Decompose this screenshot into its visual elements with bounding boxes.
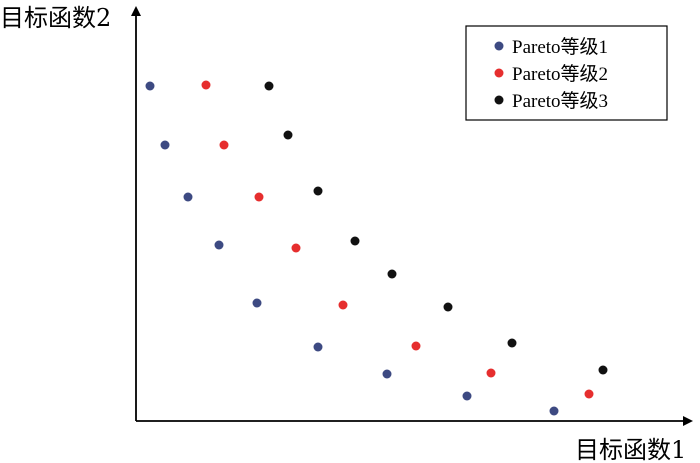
data-point-series2-6 bbox=[411, 341, 421, 351]
data-point-series1-7 bbox=[382, 369, 392, 379]
data-point-series1-1 bbox=[145, 81, 155, 91]
x-axis-label: 目标函数1 bbox=[575, 436, 686, 463]
data-point-series1-4 bbox=[214, 240, 224, 250]
legend-marker-1 bbox=[494, 41, 504, 51]
legend-label-1: Pareto等级1 bbox=[512, 36, 608, 58]
data-point-series1-9 bbox=[549, 406, 559, 416]
data-point-series1-6 bbox=[313, 342, 323, 352]
legend: Pareto等级1 Pareto等级2 Pareto等级3 bbox=[465, 25, 668, 121]
legend-marker-3 bbox=[494, 95, 504, 105]
legend-label-3: Pareto等级3 bbox=[512, 90, 608, 112]
data-point-series3-7 bbox=[507, 338, 517, 348]
data-point-series2-5 bbox=[338, 300, 348, 310]
data-point-series2-7 bbox=[486, 368, 496, 378]
data-point-series3-2 bbox=[283, 130, 293, 140]
y-axis-label: 目标函数2 bbox=[0, 4, 111, 32]
data-point-series3-5 bbox=[387, 269, 397, 279]
data-point-series3-8 bbox=[598, 365, 608, 375]
data-point-series2-8 bbox=[584, 389, 594, 399]
legend-label-2: Pareto等级2 bbox=[512, 63, 608, 85]
data-point-series3-4 bbox=[350, 236, 360, 246]
legend-marker-2 bbox=[494, 68, 504, 78]
data-point-series2-1 bbox=[201, 80, 211, 90]
data-point-series2-3 bbox=[254, 192, 264, 202]
data-point-series3-1 bbox=[264, 81, 274, 91]
data-point-series1-2 bbox=[160, 140, 170, 150]
data-point-series3-3 bbox=[313, 186, 323, 196]
data-points bbox=[145, 80, 608, 416]
data-point-series2-4 bbox=[291, 243, 301, 253]
data-point-series1-5 bbox=[252, 298, 262, 308]
data-point-series2-2 bbox=[219, 140, 229, 150]
data-point-series1-3 bbox=[183, 192, 193, 202]
data-point-series3-6 bbox=[443, 302, 453, 312]
data-point-series1-8 bbox=[462, 391, 472, 401]
